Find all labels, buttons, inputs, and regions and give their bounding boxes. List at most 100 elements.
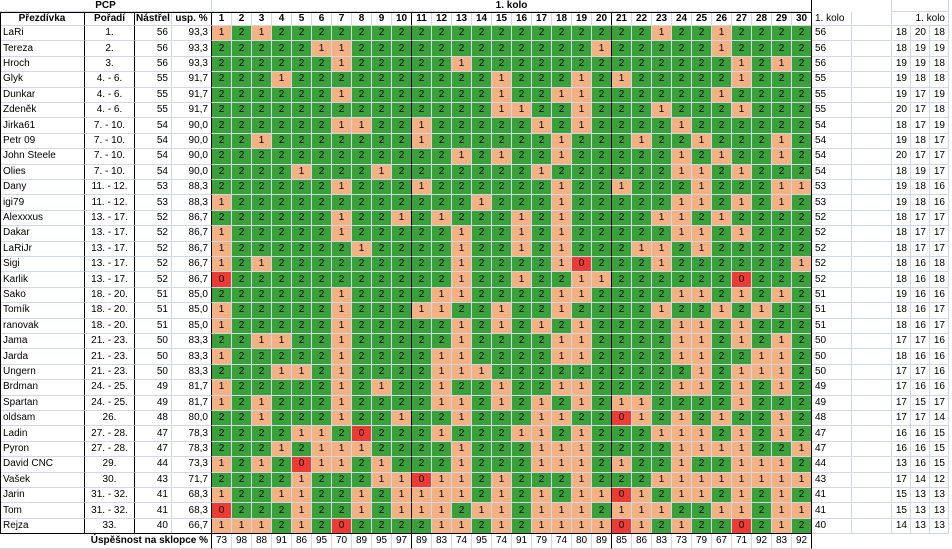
- shot-cell: 2: [552, 318, 572, 334]
- shot-cell: 2: [612, 210, 632, 227]
- shot-cell: 2: [372, 195, 392, 211]
- shot-cell: 2: [752, 195, 772, 211]
- shot-cell: 2: [592, 457, 612, 473]
- shot-cell: 2: [652, 41, 672, 57]
- player-score: 51: [135, 287, 172, 304]
- shot-cell: 1: [772, 149, 792, 165]
- split-value: 13: [930, 518, 949, 535]
- footer-value: 89: [592, 534, 612, 549]
- shot-cell: 0: [612, 411, 632, 427]
- shot-cell: 2: [212, 164, 232, 180]
- shot-cell: 2: [232, 118, 252, 134]
- player-pct: 86,7: [172, 226, 212, 242]
- shot-cell: 2: [492, 364, 512, 381]
- shot-header: 1: [212, 12, 232, 26]
- shot-cell: 2: [532, 103, 552, 119]
- shot-cell: 2: [312, 334, 332, 350]
- shot-cell: 2: [232, 26, 252, 42]
- split-value: 18: [892, 41, 911, 57]
- shot-header: 29: [772, 12, 792, 26]
- shot-cell: 2: [232, 364, 252, 381]
- shot-cell: 2: [212, 472, 232, 488]
- shot-cell: 2: [632, 349, 652, 365]
- round-total: 56: [812, 41, 852, 57]
- shot-cell: 2: [692, 56, 712, 73]
- shot-cell: 2: [492, 287, 512, 304]
- player-rank: 33.: [85, 518, 135, 535]
- round-total: 41: [812, 503, 852, 519]
- shot-cell: 1: [672, 488, 692, 504]
- shot-cell: 2: [572, 364, 592, 381]
- shot-cell: 2: [472, 380, 492, 396]
- shot-cell: 1: [572, 287, 592, 304]
- shot-cell: 2: [632, 287, 652, 304]
- shot-cell: 2: [332, 472, 352, 488]
- shot-cell: 2: [352, 457, 372, 473]
- shot-cell: 1: [312, 41, 332, 57]
- split-value: 18: [930, 103, 949, 119]
- shot-cell: 2: [652, 441, 672, 458]
- shot-cell: 2: [312, 257, 332, 273]
- shot-cell: 1: [252, 411, 272, 427]
- player-score: 56: [135, 41, 172, 57]
- shot-cell: 2: [312, 26, 332, 42]
- shot-cell: 1: [732, 226, 752, 242]
- shot-cell: 2: [512, 334, 532, 350]
- shot-cell: 2: [532, 380, 552, 396]
- shot-cell: 2: [632, 441, 652, 458]
- shot-cell: 1: [572, 380, 592, 396]
- shot-cell: 1: [532, 395, 552, 411]
- shot-cell: 2: [212, 364, 232, 381]
- player-pct: 83,3: [172, 349, 212, 365]
- empty: [852, 426, 892, 442]
- split-value: 17: [911, 118, 930, 134]
- shot-cell: 0: [292, 457, 312, 473]
- shot-cell: 2: [672, 303, 692, 319]
- shot-cell: 1: [392, 210, 412, 227]
- split-value: 20: [911, 26, 930, 42]
- shot-cell: 1: [712, 472, 732, 488]
- round-total: 56: [812, 56, 852, 73]
- shot-cell: 2: [352, 334, 372, 350]
- shot-cell: 2: [292, 349, 312, 365]
- shot-cell: 2: [632, 41, 652, 57]
- shot-cell: 2: [792, 364, 812, 381]
- shot-cell: 2: [572, 210, 592, 227]
- shot-cell: 2: [752, 287, 772, 304]
- shot-cell: 2: [572, 56, 592, 73]
- shot-cell: 2: [252, 272, 272, 288]
- shot-cell: 2: [412, 395, 432, 411]
- player-name: Zdeněk: [0, 103, 85, 119]
- shot-cell: 2: [532, 241, 552, 257]
- shot-cell: 2: [412, 518, 432, 535]
- shot-cell: 2: [432, 41, 452, 57]
- shot-cell: 1: [332, 349, 352, 365]
- empty: [852, 364, 892, 381]
- shot-cell: 2: [252, 303, 272, 319]
- shot-cell: 1: [732, 488, 752, 504]
- shot-cell: 1: [672, 349, 692, 365]
- empty: [852, 241, 892, 257]
- shot-cell: 2: [312, 87, 332, 103]
- player-pct: 71,7: [172, 472, 212, 488]
- shot-cell: 2: [412, 272, 432, 288]
- shot-cell: 2: [512, 441, 532, 458]
- shot-cell: 2: [332, 195, 352, 211]
- shot-cell: 2: [592, 441, 612, 458]
- shot-cell: 2: [272, 133, 292, 150]
- shot-cell: 2: [292, 180, 312, 196]
- shot-cell: 1: [532, 441, 552, 458]
- shot-cell: 1: [732, 395, 752, 411]
- shot-cell: 1: [252, 457, 272, 473]
- shot-cell: 2: [752, 72, 772, 88]
- shot-cell: 2: [272, 118, 292, 134]
- shot-cell: 1: [452, 334, 472, 350]
- player-rank: 27. - 28.: [85, 441, 135, 458]
- split-value: 19: [892, 72, 911, 88]
- shot-cell: 1: [212, 257, 232, 273]
- shot-cell: 2: [272, 149, 292, 165]
- shot-cell: 1: [772, 364, 792, 381]
- split-value: 16: [892, 441, 911, 458]
- empty: [852, 210, 892, 227]
- shot-cell: 2: [752, 180, 772, 196]
